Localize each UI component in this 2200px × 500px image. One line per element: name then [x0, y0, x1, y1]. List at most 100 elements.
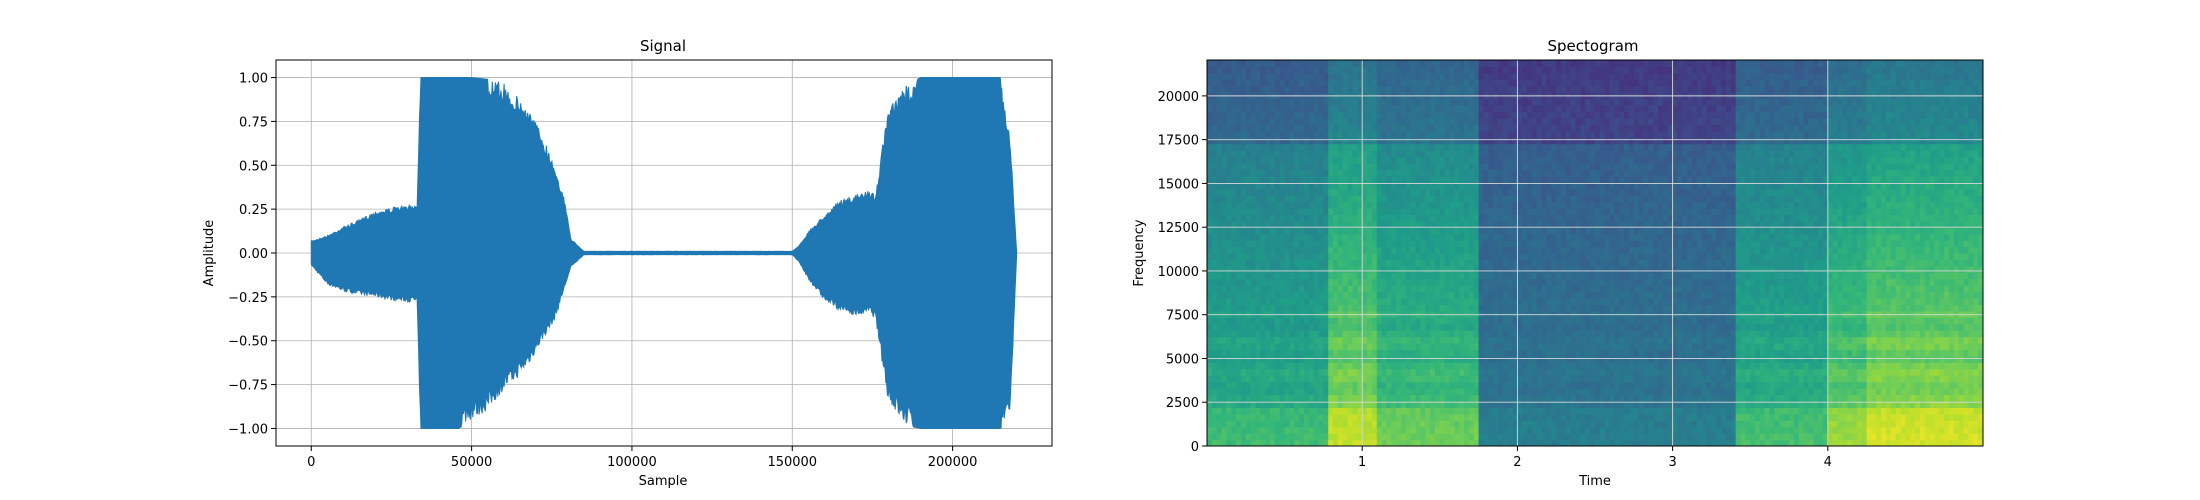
spectrogram-cell: [1391, 85, 1397, 93]
spectrogram-cell: [1304, 143, 1310, 151]
spectrogram-cell: [1342, 433, 1349, 441]
spectrogram-cell: [1444, 362, 1451, 370]
spectrogram-cell: [1478, 60, 1485, 68]
spectrogram-cell: [1599, 253, 1606, 261]
spectrogram-cell: [1473, 162, 1480, 170]
spectrogram-cell: [1590, 220, 1596, 228]
spectrogram-cell: [1226, 156, 1232, 164]
spectrogram-cell: [1483, 233, 1489, 241]
spectrogram-cell: [1493, 72, 1499, 80]
spectrogram-cell: [1488, 291, 1494, 299]
spectrogram-cell: [1265, 66, 1271, 74]
spectrogram-cell: [1381, 400, 1388, 408]
spectrogram-cell: [1265, 207, 1271, 215]
spectrogram-cell: [1401, 433, 1407, 441]
spectrogram-cell: [1284, 188, 1291, 196]
spectrogram-cell: [1449, 207, 1455, 215]
spectrogram-cell: [1337, 349, 1344, 357]
spectrogram-cell: [1299, 240, 1305, 248]
spectrogram-cell: [1405, 265, 1412, 273]
spectrogram-cell: [1376, 72, 1383, 80]
spectrogram-cell: [1279, 201, 1286, 209]
spectrogram-cell: [1512, 265, 1518, 273]
spectrogram-cell: [1265, 426, 1271, 434]
spectrogram-cell: [1425, 130, 1431, 138]
spectrogram-cell: [1556, 394, 1562, 402]
spectrogram-cell: [1473, 433, 1480, 441]
spectrogram-cell: [1527, 317, 1533, 325]
spectrogram-cell: [1333, 400, 1339, 408]
spectrogram-cell: [1444, 375, 1451, 383]
spectrogram-cell: [1236, 272, 1242, 280]
spectrogram-cell: [1342, 355, 1349, 363]
spectrogram-cell: [1226, 220, 1232, 228]
spectrogram-cell: [1294, 111, 1300, 119]
spectrogram-cell: [1352, 117, 1358, 125]
spectrogram-cell: [1289, 124, 1295, 132]
spectrogram-cell: [1376, 246, 1383, 254]
spectrogram-cell: [1556, 169, 1562, 177]
spectrogram-cell: [1449, 400, 1455, 408]
spectrogram-cell: [1599, 233, 1606, 241]
spectrogram-cell: [1270, 233, 1276, 241]
spectrogram-cell: [1531, 413, 1538, 421]
spectrogram-cell: [1410, 182, 1417, 190]
spectrogram-cell: [1604, 291, 1611, 299]
spectrogram-cell: [1381, 137, 1388, 145]
spectrogram-cell: [1468, 246, 1475, 254]
spectrogram-cell: [1337, 124, 1344, 132]
spectrogram-cell: [1536, 240, 1543, 248]
spectrogram-cell: [1565, 162, 1572, 170]
spectrogram-cell: [1498, 259, 1504, 267]
spectrogram-cell: [1405, 85, 1412, 93]
spectrogram-cell: [1420, 240, 1426, 248]
spectrogram-cell: [1595, 227, 1601, 235]
spectrogram-cell: [1546, 439, 1552, 446]
spectrogram-cell: [1604, 426, 1611, 434]
spectrogram-cell: [1531, 79, 1538, 87]
spectrogram-cell: [1391, 66, 1397, 74]
spectrogram-cell: [1270, 388, 1276, 396]
spectrogram-cell: [1464, 182, 1470, 190]
spectrogram-cell: [1478, 105, 1485, 113]
spectrogram-cell: [1454, 368, 1460, 376]
spectrogram-cell: [1299, 253, 1305, 261]
spectrogram-cell: [1381, 220, 1388, 228]
spectrogram-cell: [1405, 330, 1412, 338]
spectrogram-cell: [1493, 195, 1499, 203]
spectrogram-cell: [1255, 388, 1261, 396]
spectrogram-cell: [1595, 304, 1601, 312]
spectrogram-cell: [1502, 182, 1509, 190]
spectrogram-cell: [1308, 105, 1315, 113]
spectrogram-cell: [1386, 272, 1392, 280]
spectrogram-cell: [1308, 98, 1315, 106]
spectrogram-cell: [1595, 259, 1601, 267]
spectrogram-cell: [1274, 220, 1281, 228]
spectrogram-cell: [1551, 207, 1557, 215]
spectrogram-cell: [1386, 388, 1392, 396]
spectrogram-cell: [1308, 426, 1315, 434]
spectrogram-cell: [1536, 278, 1543, 286]
spectrogram-cell: [1274, 60, 1281, 68]
spectrogram-cell: [1478, 253, 1485, 261]
spectrogram-cell: [1444, 188, 1451, 196]
spectrogram-cell: [1502, 394, 1509, 402]
spectrogram-cell: [1270, 130, 1276, 138]
spectrogram-cell: [1551, 362, 1557, 370]
spectrogram-cell: [1367, 201, 1373, 209]
spectrogram-cell: [1308, 162, 1315, 170]
spectrogram-cell: [1357, 182, 1363, 190]
spectrogram-cell: [1459, 265, 1465, 273]
spectrogram-cell: [1367, 413, 1373, 421]
spectrogram-cell: [1512, 246, 1518, 254]
spectrogram-cell: [1522, 227, 1528, 235]
spectrogram-cell: [1410, 362, 1417, 370]
spectrogram-cell: [1565, 79, 1572, 87]
spectrogram-cell: [1386, 278, 1392, 286]
spectrogram-cell: [1255, 117, 1261, 125]
spectrogram-cell: [1381, 355, 1388, 363]
spectrogram-cell: [1420, 195, 1426, 203]
spectrogram-cell: [1231, 285, 1237, 293]
spectrogram-cell: [1401, 285, 1407, 293]
spectrogram-cell: [1570, 375, 1577, 383]
